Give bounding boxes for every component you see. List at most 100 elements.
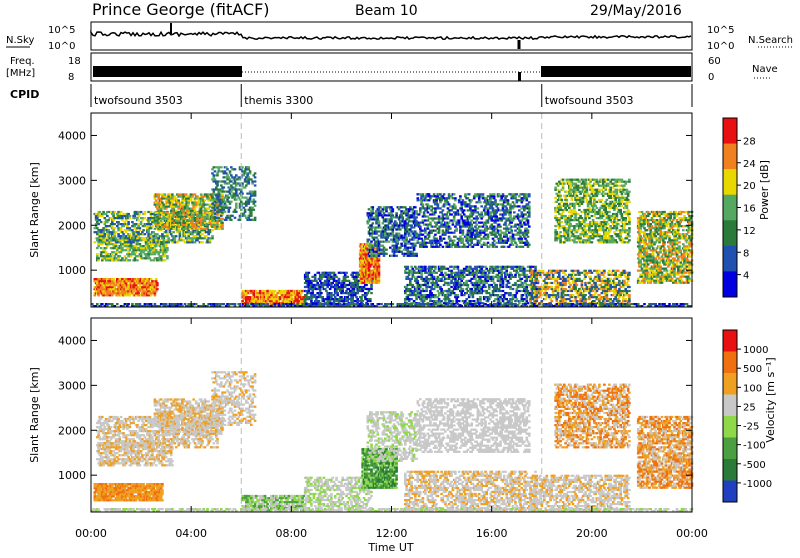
echo-cell	[104, 239, 107, 241]
echo-cell	[139, 243, 142, 245]
echo-cell	[453, 268, 456, 270]
echo-cell	[405, 278, 408, 280]
echo-cell	[125, 249, 128, 251]
echo-cell	[122, 249, 125, 251]
echo-cell	[412, 290, 415, 292]
echo-cell	[314, 294, 317, 296]
echo-cell	[211, 220, 214, 222]
echo-cell	[487, 274, 490, 276]
echo-cell	[382, 253, 385, 255]
echo-cell	[413, 216, 416, 218]
echo-cell	[435, 300, 438, 302]
echo-cell	[206, 239, 209, 241]
echo-cell	[374, 253, 377, 255]
echo-cell	[368, 239, 371, 241]
echo-cell	[390, 235, 393, 237]
echo-cell	[190, 197, 193, 199]
echo-cell	[209, 239, 212, 241]
echo-cell	[459, 278, 462, 280]
echo-cell	[430, 274, 433, 276]
echo-cell	[104, 217, 107, 219]
echo-cell	[96, 239, 99, 241]
echo-cell	[96, 253, 99, 255]
echo-cell	[306, 276, 309, 278]
echo-cell	[146, 278, 149, 280]
echo-cell	[521, 296, 524, 298]
echo-cell	[432, 240, 435, 242]
echo-cell	[214, 205, 217, 207]
echo-cell	[161, 233, 164, 235]
echo-cell	[399, 228, 402, 230]
echo-cell	[473, 286, 476, 288]
echo-cell	[480, 268, 483, 270]
echo-cell	[165, 208, 168, 210]
echo-cell	[226, 195, 229, 197]
echo-cell	[463, 268, 466, 270]
echo-cell	[187, 235, 190, 237]
echo-cell	[512, 298, 515, 300]
echo-cell	[351, 296, 354, 298]
echo-cell	[454, 276, 457, 278]
echo-cell	[464, 300, 467, 302]
echo-cell	[430, 232, 433, 234]
echo-cell	[251, 191, 254, 193]
echo-cell	[434, 268, 437, 270]
echo-cell	[102, 211, 105, 213]
echo-cell	[393, 253, 396, 255]
echo-cell	[434, 226, 437, 228]
echo-cell	[387, 237, 390, 239]
echo-cell	[457, 288, 460, 290]
echo-cell	[249, 170, 252, 172]
echo-cell	[205, 231, 208, 233]
echo-cell	[106, 292, 109, 294]
echo-cell	[110, 211, 113, 213]
echo-cell	[263, 294, 266, 296]
echo-cell	[131, 241, 134, 243]
echo-cell	[117, 221, 120, 223]
echo-cell	[223, 172, 226, 174]
echo-cell	[439, 193, 442, 195]
echo-cell	[250, 209, 253, 211]
echo-cell	[110, 257, 113, 259]
echo-cell	[253, 203, 256, 205]
echo-cell	[369, 266, 372, 268]
echo-cell	[338, 286, 341, 288]
echo-cell	[373, 237, 376, 239]
echo-cell	[125, 241, 128, 243]
echo-cell	[419, 211, 422, 213]
echo-cell	[152, 235, 155, 237]
echo-cell	[215, 195, 218, 197]
echo-cell	[154, 204, 157, 206]
echo-cell	[494, 298, 497, 300]
echo-cell	[228, 182, 231, 184]
echo-cell	[171, 239, 174, 241]
echo-cell	[174, 239, 177, 241]
echo-cell	[114, 286, 117, 288]
echo-cell	[407, 290, 410, 292]
echo-cell	[167, 228, 170, 230]
echo-cell	[505, 272, 508, 274]
echo-cell	[365, 284, 368, 286]
echo-cell	[191, 239, 194, 241]
echo-cell	[449, 294, 452, 296]
echo-cell	[218, 195, 221, 197]
echo-cell	[294, 300, 297, 302]
echo-cell	[214, 209, 217, 211]
echo-cell	[403, 210, 406, 212]
echo-cell	[380, 233, 383, 235]
echo-cell	[410, 266, 413, 268]
echo-cell	[166, 257, 169, 259]
echo-cell	[330, 296, 333, 298]
echo-cell	[462, 274, 465, 276]
echo-cell	[184, 233, 187, 235]
echo-cell	[440, 300, 443, 302]
echo-cell	[364, 292, 367, 294]
echo-cell	[290, 296, 293, 298]
echo-cell	[415, 253, 418, 255]
echo-cell	[425, 276, 428, 278]
echo-cell	[417, 242, 420, 244]
echo-cell	[162, 206, 165, 208]
echo-cell	[424, 219, 427, 221]
echo-cell	[380, 251, 383, 253]
echo-cell	[213, 222, 216, 224]
